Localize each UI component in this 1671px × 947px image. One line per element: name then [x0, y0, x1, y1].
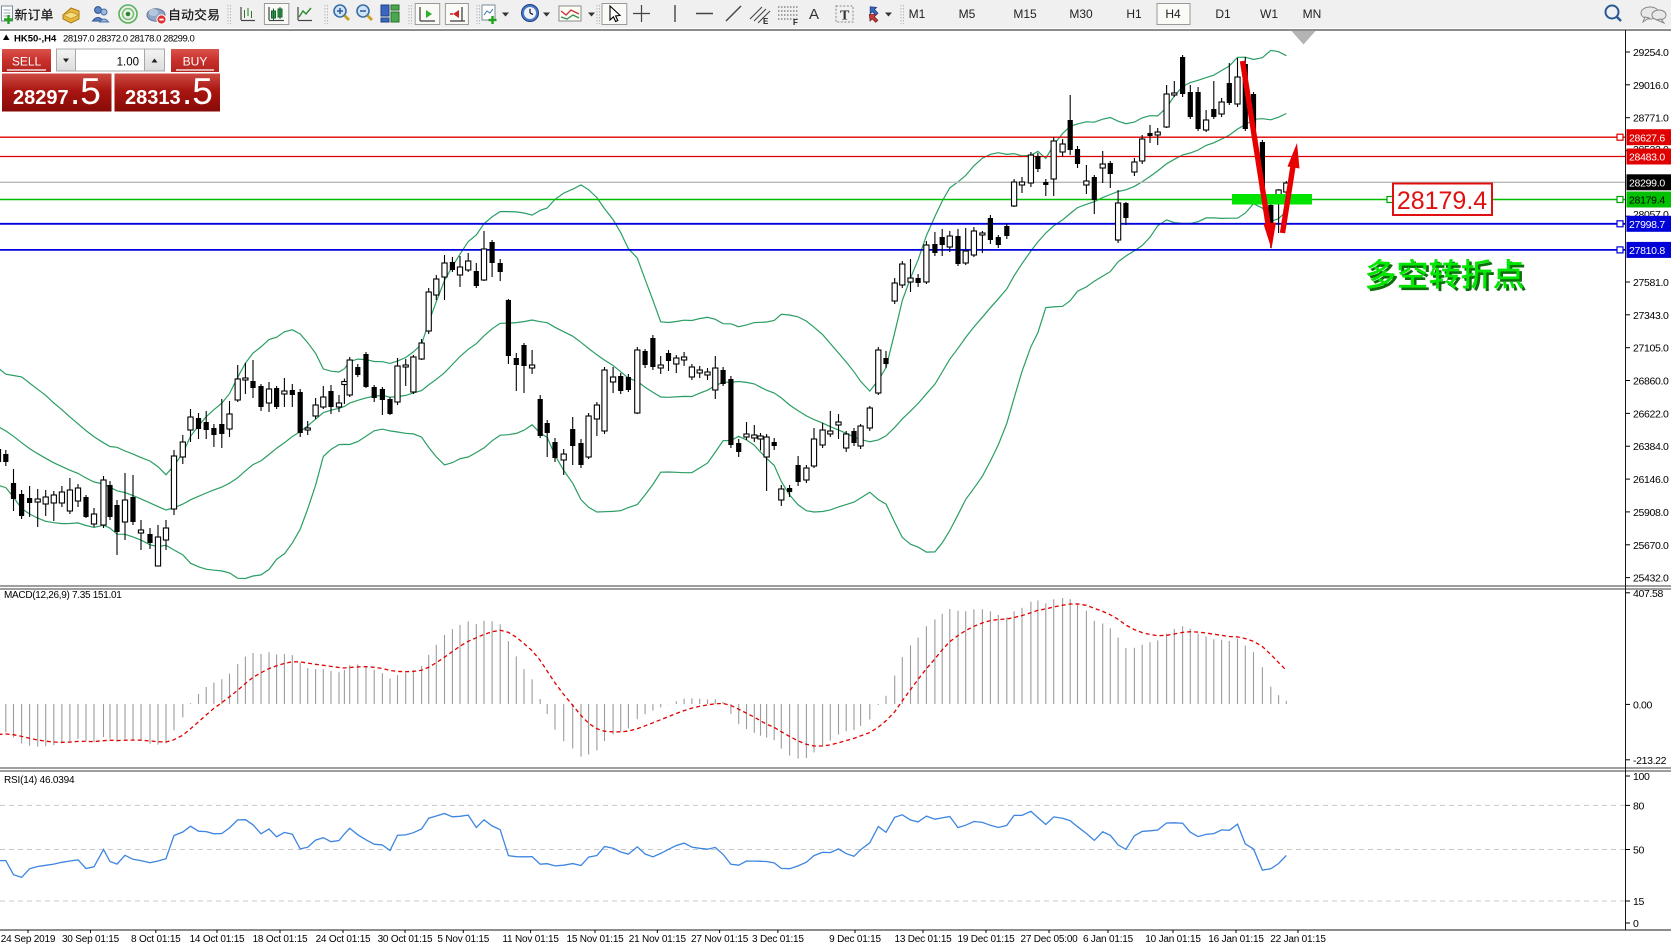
- svg-text:D1: D1: [1215, 7, 1231, 21]
- svg-text:27 Dec 05:00: 27 Dec 05:00: [1020, 934, 1078, 945]
- svg-text:0.00: 0.00: [1633, 699, 1653, 711]
- svg-text:SELL: SELL: [12, 55, 42, 69]
- svg-text:M15: M15: [1013, 7, 1037, 21]
- svg-text:0: 0: [1633, 918, 1639, 930]
- svg-text:27105.0: 27105.0: [1633, 343, 1669, 355]
- svg-text:26146.0: 26146.0: [1633, 474, 1669, 486]
- svg-text:28627.6: 28627.6: [1629, 132, 1665, 144]
- svg-text:28483.0: 28483.0: [1629, 152, 1665, 164]
- svg-text:8 Oct 01:15: 8 Oct 01:15: [131, 934, 181, 945]
- svg-text:26622.0: 26622.0: [1633, 408, 1669, 420]
- svg-text:H4: H4: [1165, 7, 1181, 21]
- svg-text:M30: M30: [1069, 7, 1093, 21]
- svg-text:50: 50: [1633, 845, 1644, 857]
- svg-text:3 Dec 01:15: 3 Dec 01:15: [752, 934, 804, 945]
- svg-text:28179.4: 28179.4: [1397, 187, 1487, 215]
- svg-text:13 Dec 01:15: 13 Dec 01:15: [894, 934, 952, 945]
- svg-text:27 Nov 01:15: 27 Nov 01:15: [691, 934, 749, 945]
- svg-text:19 Dec 01:15: 19 Dec 01:15: [957, 934, 1015, 945]
- svg-text:25670.0: 25670.0: [1633, 540, 1669, 552]
- svg-text:28771.0: 28771.0: [1633, 113, 1669, 125]
- svg-text:26860.0: 26860.0: [1633, 376, 1669, 388]
- svg-text:HK50-,H4: HK50-,H4: [14, 34, 57, 45]
- svg-text:MACD(12,26,9) 7.35 151.01: MACD(12,26,9) 7.35 151.01: [4, 590, 122, 601]
- svg-text:T: T: [840, 9, 850, 24]
- svg-text:16 Jan 01:15: 16 Jan 01:15: [1208, 934, 1264, 945]
- svg-text:29254.0: 29254.0: [1633, 47, 1669, 59]
- svg-text:MN: MN: [1303, 7, 1322, 21]
- svg-text:18 Oct 01:15: 18 Oct 01:15: [253, 934, 308, 945]
- svg-text:-213.22: -213.22: [1633, 755, 1667, 767]
- svg-text:F: F: [793, 18, 798, 27]
- svg-text:30 Oct 01:15: 30 Oct 01:15: [378, 934, 433, 945]
- svg-text:28297: 28297: [13, 87, 69, 109]
- svg-text:27581.0: 27581.0: [1633, 277, 1669, 289]
- svg-text:BUY: BUY: [183, 55, 208, 69]
- svg-text:29016.0: 29016.0: [1633, 80, 1669, 92]
- svg-text:24 Oct 01:15: 24 Oct 01:15: [316, 934, 371, 945]
- svg-text:28179.4: 28179.4: [1629, 195, 1665, 207]
- svg-text:9 Dec 01:15: 9 Dec 01:15: [829, 934, 881, 945]
- svg-text:25432.0: 25432.0: [1633, 573, 1669, 585]
- svg-text:22 Jan 01:15: 22 Jan 01:15: [1270, 934, 1326, 945]
- svg-text:10 Jan 01:15: 10 Jan 01:15: [1145, 934, 1201, 945]
- svg-text:E: E: [763, 17, 769, 26]
- svg-text:15 Nov 01:15: 15 Nov 01:15: [566, 934, 624, 945]
- svg-text:15: 15: [1633, 896, 1644, 908]
- svg-text:26384.0: 26384.0: [1633, 441, 1669, 453]
- svg-text:6 Jan 01:15: 6 Jan 01:15: [1083, 934, 1134, 945]
- svg-text:5 Nov 01:15: 5 Nov 01:15: [437, 934, 489, 945]
- svg-text:RSI(14) 46.0394: RSI(14) 46.0394: [4, 775, 75, 786]
- svg-text:27343.0: 27343.0: [1633, 310, 1669, 322]
- svg-text:80: 80: [1633, 800, 1644, 812]
- svg-text:28197.0 28372.0 28178.0 28299.: 28197.0 28372.0 28178.0 28299.0: [63, 34, 194, 45]
- svg-text:407.58: 407.58: [1633, 588, 1664, 600]
- svg-text:M1: M1: [909, 7, 926, 21]
- svg-text:W1: W1: [1260, 7, 1278, 21]
- svg-text:27998.7: 27998.7: [1629, 219, 1665, 231]
- svg-text:M5: M5: [959, 7, 976, 21]
- svg-text:1.00: 1.00: [117, 57, 139, 69]
- svg-text:A: A: [809, 6, 819, 23]
- svg-text:H1: H1: [1126, 7, 1142, 21]
- svg-text:30 Sep 01:15: 30 Sep 01:15: [62, 934, 120, 945]
- svg-text:14 Oct 01:15: 14 Oct 01:15: [190, 934, 245, 945]
- svg-text:21 Nov 01:15: 21 Nov 01:15: [629, 934, 687, 945]
- svg-text:25908.0: 25908.0: [1633, 507, 1669, 519]
- svg-text:100: 100: [1633, 771, 1650, 783]
- svg-text:24 Sep 2019: 24 Sep 2019: [1, 934, 56, 945]
- svg-text:11 Nov 01:15: 11 Nov 01:15: [502, 934, 559, 945]
- svg-text:28313: 28313: [125, 87, 181, 109]
- svg-text:.5: .5: [70, 71, 101, 112]
- svg-text:27810.8: 27810.8: [1629, 245, 1665, 257]
- svg-text:.5: .5: [182, 71, 213, 112]
- svg-text:28299.0: 28299.0: [1629, 178, 1665, 190]
